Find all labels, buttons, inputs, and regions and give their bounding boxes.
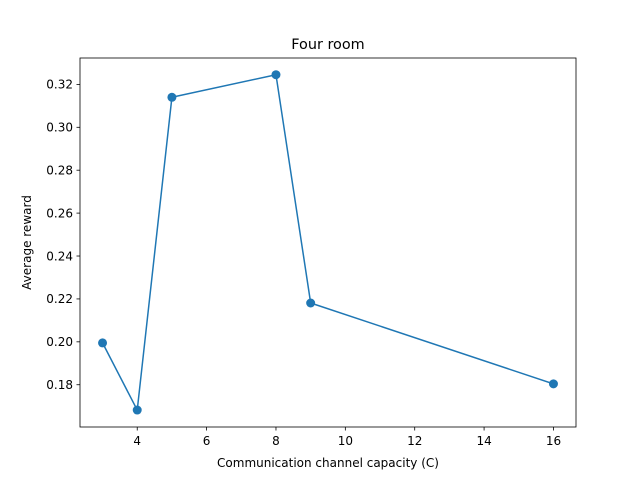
chart-title: Four room [291, 37, 364, 53]
y-tick-label: 0.26 [46, 206, 73, 220]
data-point-marker [132, 405, 142, 415]
x-tick-label: 6 [203, 434, 211, 448]
x-axis-label: Communication channel capacity (C) [217, 456, 439, 470]
data-point-marker [98, 338, 108, 348]
y-tick-label: 0.22 [46, 292, 73, 306]
x-tick-label: 8 [272, 434, 280, 448]
data-point-marker [271, 70, 281, 80]
x-tick-label: 14 [476, 434, 491, 448]
x-axis: 4 6 8 10 12 14 16 [133, 427, 561, 448]
x-tick-label: 16 [546, 434, 561, 448]
x-tick-label: 12 [407, 434, 422, 448]
y-tick-label: 0.18 [46, 378, 73, 392]
plot-frame [79, 57, 577, 428]
x-tick-label: 10 [338, 434, 353, 448]
y-tick-label: 0.20 [46, 335, 73, 349]
y-tick-label: 0.32 [46, 78, 73, 92]
plot-area [80, 58, 576, 427]
data-point-marker [167, 92, 177, 102]
series-line [101, 73, 554, 411]
series-layer [98, 70, 558, 415]
data-point-marker [548, 379, 558, 389]
y-tick-label: 0.30 [46, 121, 73, 135]
x-tick-label: 4 [133, 434, 141, 448]
y-tick-label: 0.24 [46, 249, 73, 263]
data-point-marker [306, 298, 316, 308]
y-tick-label: 0.28 [46, 164, 73, 178]
y-axis-label: Average reward [20, 195, 34, 290]
y-axis: 0.18 0.20 0.22 0.24 0.26 0.28 0.30 0.32 [46, 78, 80, 392]
